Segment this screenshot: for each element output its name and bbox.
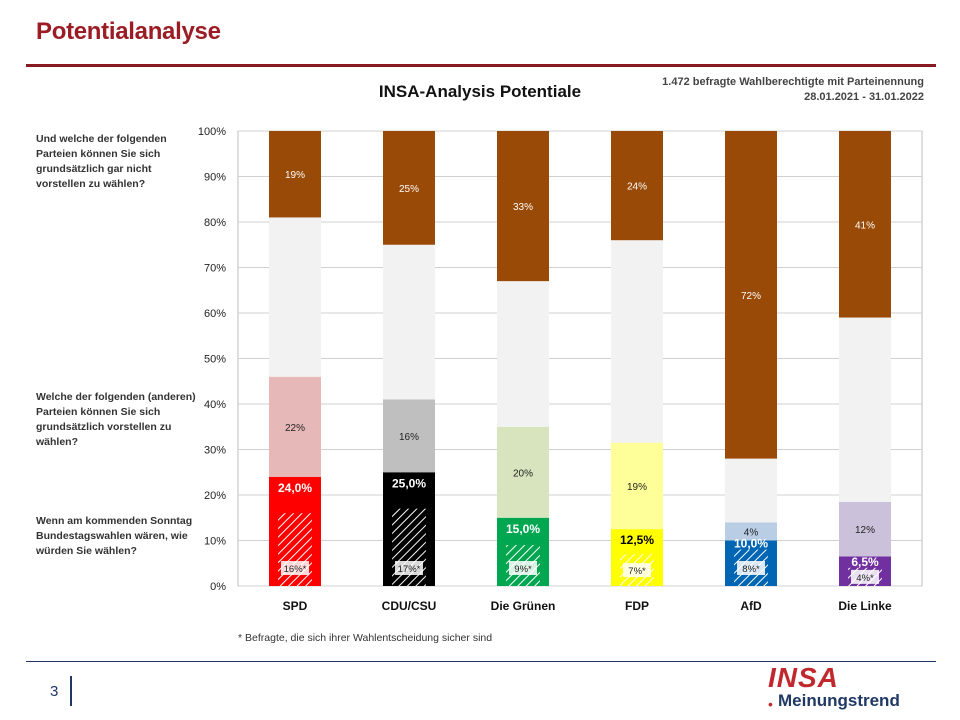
bar-potential-segment <box>839 501 891 557</box>
bar-potential-segment <box>497 426 549 518</box>
question-potential: Welche der folgenden (anderen) Parteien … <box>36 391 196 448</box>
x-category-label: Die Linke <box>838 599 892 613</box>
footnote: * Befragte, die sich ihrer Wahlentscheid… <box>238 632 493 644</box>
footer-divider <box>26 661 936 662</box>
bar-neutral-segment <box>611 240 663 443</box>
x-category-label: FDP <box>625 599 649 613</box>
y-tick-label: 50% <box>204 354 226 366</box>
bar-sure-hatch <box>278 513 312 586</box>
bar-potential-segment <box>269 376 321 477</box>
bar-neutral-segment <box>269 217 321 377</box>
y-tick-label: 90% <box>204 172 226 184</box>
sure-label-box <box>281 561 309 575</box>
x-category-label: Die Grünen <box>491 599 556 613</box>
rejection-label: 24% <box>627 182 647 193</box>
vote-label: 10,0% <box>734 537 768 551</box>
vote-label: 24,0% <box>278 481 312 495</box>
bar-rejection-segment <box>383 131 435 245</box>
sure-label-box <box>737 561 765 575</box>
bar-rejection-segment <box>269 131 321 218</box>
y-tick-label: 10% <box>204 536 226 548</box>
rejection-label: 41% <box>855 220 875 231</box>
bar-rejection-segment <box>611 131 663 241</box>
y-tick-label: 80% <box>204 217 226 229</box>
bar-neutral-segment <box>383 244 435 400</box>
question-rejection: Und welche der folgenden Parteien können… <box>36 133 167 190</box>
sample-size-text: 1.472 befragte Wahlberechtigte mit Parte… <box>662 76 924 88</box>
y-tick-label: 100% <box>198 126 226 138</box>
bar-potential-segment <box>383 399 435 473</box>
survey-period-text: 28.01.2021 - 31.01.2022 <box>804 91 924 103</box>
rejection-label: 72% <box>741 291 761 302</box>
bar-potential-segment <box>611 442 663 530</box>
question-vote: Wenn am kommenden Sonntag Bundestagswahl… <box>36 515 193 557</box>
bar-neutral-segment <box>497 281 549 427</box>
sure-label: 16%* <box>284 564 307 575</box>
y-tick-label: 60% <box>204 308 226 320</box>
chart-title: INSA-Analysis Potentiale <box>378 82 582 101</box>
bar-rejection-segment <box>839 131 891 318</box>
y-tick-label: 0% <box>210 581 226 593</box>
bar-rejection-segment <box>725 131 777 459</box>
vote-label: 15,0% <box>506 522 540 536</box>
sure-label-box <box>623 563 651 578</box>
rejection-label: 33% <box>513 202 533 213</box>
y-tick-label: 40% <box>204 399 226 411</box>
sure-label-box <box>395 561 423 575</box>
logo-insa-text: INSA <box>768 662 839 693</box>
rejection-label: 25% <box>399 184 419 195</box>
sure-label: 8%* <box>742 564 760 575</box>
y-tick-label: 30% <box>204 445 226 457</box>
insa-logo: INSA • Meinungstrend <box>766 662 916 714</box>
logo-dot: • <box>768 696 773 712</box>
rejection-label: 19% <box>285 170 305 181</box>
sample-note: 1.472 befragte Wahlberechtigte mit Parte… <box>662 75 924 105</box>
page-title: Potentialanalyse <box>36 18 221 45</box>
potential-label: 12% <box>855 525 875 536</box>
potential-label: 22% <box>285 423 305 434</box>
potential-label: 20% <box>513 468 533 479</box>
x-category-label: AfD <box>740 599 762 613</box>
vote-label: 25,0% <box>392 476 426 490</box>
sure-label: 17%* <box>398 564 421 575</box>
sure-label: 4%* <box>856 573 874 584</box>
bar-rejection-segment <box>497 131 549 282</box>
potential-label: 16% <box>399 432 419 443</box>
potential-label: 19% <box>627 482 647 493</box>
vote-label: 6,5% <box>851 555 879 569</box>
potential-label: 4% <box>744 527 759 538</box>
y-tick-label: 70% <box>204 263 226 275</box>
y-tick-label: 20% <box>204 490 226 502</box>
logo-subtitle: Meinungstrend <box>778 691 900 710</box>
sure-label-box <box>851 569 879 584</box>
bar-neutral-segment <box>725 458 777 523</box>
x-category-label: CDU/CSU <box>382 599 437 613</box>
page-number-bar <box>70 676 72 706</box>
vote-label: 12,5% <box>620 533 654 547</box>
page-number: 3 <box>50 683 59 700</box>
sure-label: 7%* <box>628 566 646 577</box>
bar-potential-segment <box>725 522 777 541</box>
x-category-label: SPD <box>283 599 308 613</box>
title-divider <box>26 64 936 67</box>
bar-neutral-segment <box>839 317 891 502</box>
sure-label-box <box>509 561 537 575</box>
sure-label: 9%* <box>514 564 532 575</box>
